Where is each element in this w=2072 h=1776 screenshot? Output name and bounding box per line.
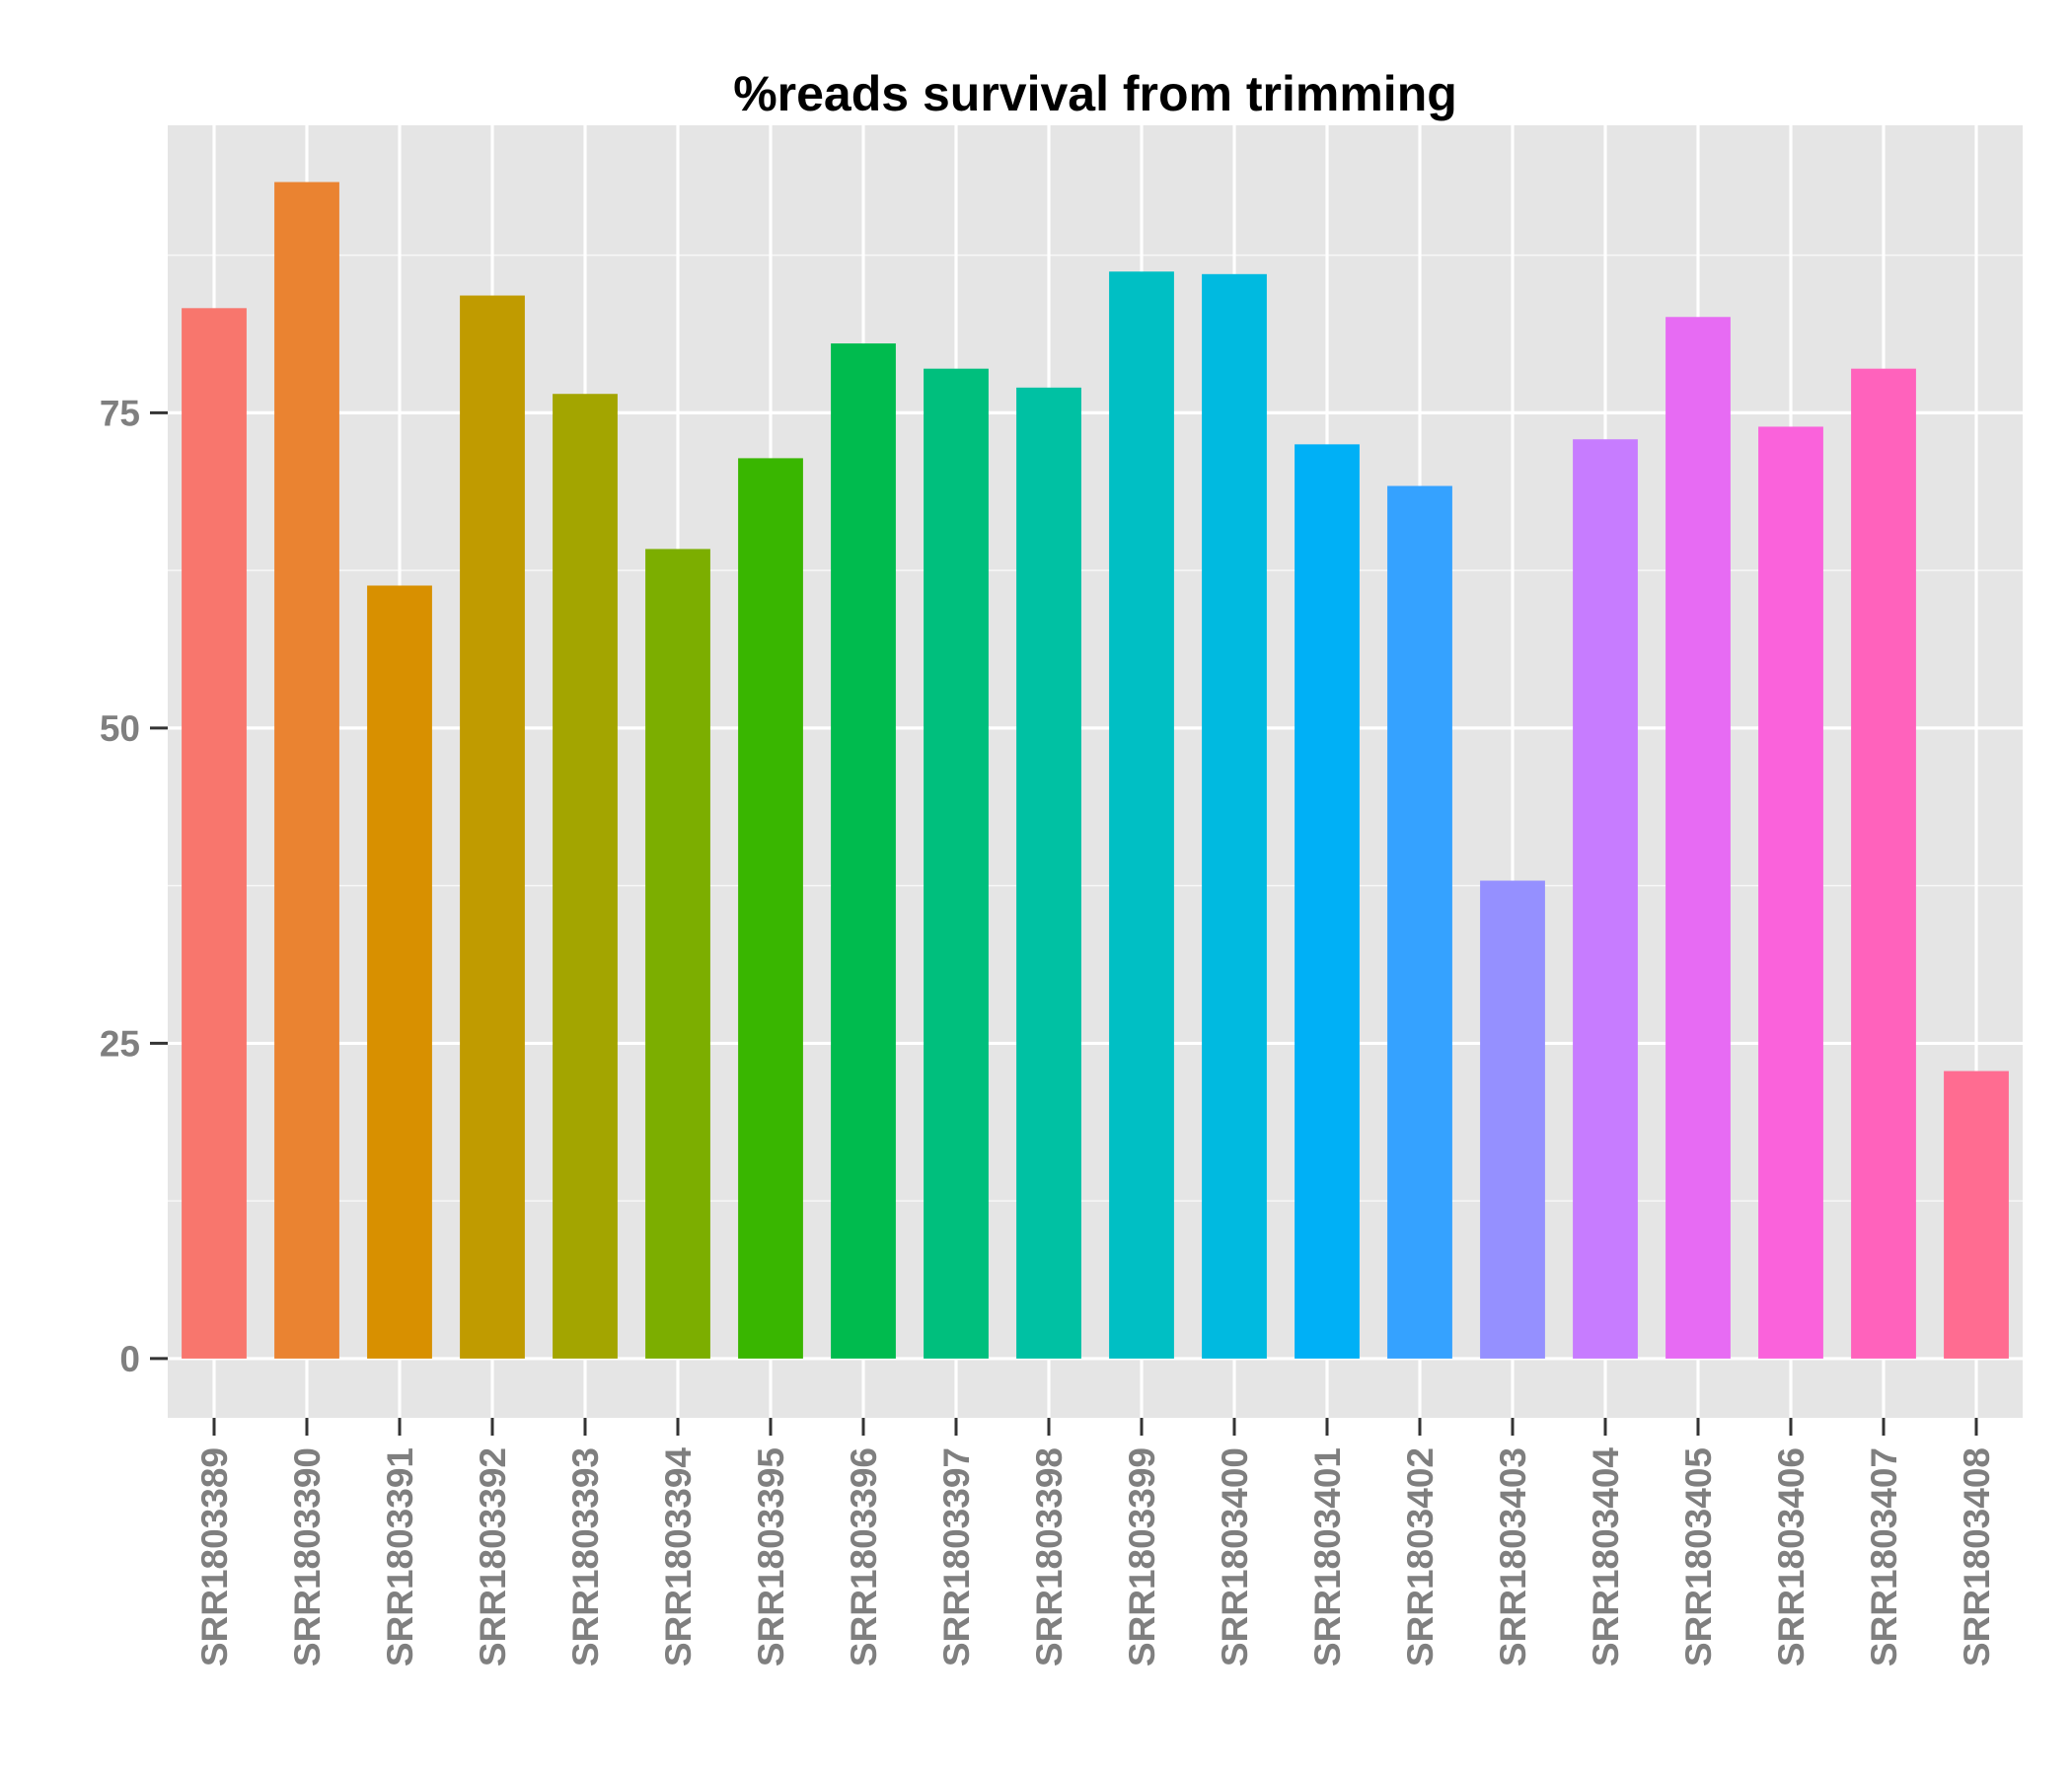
x-tick-label: SRR1803389 [194,1447,235,1666]
x-tick-label: SRR1803391 [380,1447,420,1666]
x-tick-label: SRR1803405 [1678,1447,1719,1666]
bar-SRR1803391 [367,585,432,1359]
bar-SRR1803404 [1573,439,1638,1359]
y-tick-label: 25 [100,1023,140,1064]
bar-SRR1803396 [831,343,896,1359]
bar-SRR1803403 [1480,880,1545,1359]
bar-SRR1803399 [1109,271,1174,1359]
x-tick-label: SRR1803407 [1864,1447,1904,1666]
x-tick-label: SRR1803396 [844,1447,884,1666]
x-tick-label: SRR1803408 [1957,1447,1997,1666]
bar-SRR1803407 [1851,368,1916,1359]
x-tick-label: SRR1803390 [287,1447,328,1666]
bar-SRR1803400 [1202,273,1267,1359]
x-tick-label: SRR1803402 [1400,1447,1441,1666]
x-tick-label: SRR1803395 [751,1447,791,1666]
x-tick-label: SRR1803393 [565,1447,606,1666]
x-tick-label: SRR1803392 [473,1447,513,1666]
bar-SRR1803392 [460,295,525,1359]
plot-panel [168,125,2023,1418]
bars [182,182,2009,1359]
x-tick-label: SRR1803400 [1215,1447,1255,1666]
y-tick-label: 75 [100,393,140,433]
bar-SRR1803394 [645,549,710,1359]
y-axis: 0 25 50 75 [100,393,168,1379]
x-tick-label: SRR1803394 [658,1447,699,1667]
bar-SRR1803408 [1944,1071,2009,1359]
y-tick-label: 50 [100,708,140,749]
x-tick-label: SRR1803398 [1029,1447,1070,1666]
bar-SRR1803390 [274,182,339,1359]
bar-SRR1803397 [924,368,989,1359]
bar-SRR1803389 [182,308,247,1359]
bar-SRR1803401 [1295,444,1360,1359]
x-axis: SRR1803389 SRR1803390 SRR1803391 SRR1803392… [194,1418,1997,1666]
x-tick-label: SRR1803399 [1122,1447,1162,1666]
bar-SRR1803398 [1016,387,1081,1359]
x-tick-label: SRR1803397 [936,1447,977,1666]
x-tick-label: SRR1803406 [1771,1447,1812,1666]
chart-title: %reads survival from trimming [733,66,1457,121]
y-tick-label: 0 [119,1339,140,1379]
bar-SRR1803402 [1387,485,1452,1359]
bar-SRR1803406 [1758,426,1823,1359]
bar-SRR1803393 [553,394,618,1359]
bar-SRR1803395 [738,458,803,1359]
x-tick-label: SRR1803401 [1307,1447,1348,1666]
x-tick-label: SRR1803404 [1586,1447,1626,1667]
x-tick-label: SRR1803403 [1493,1447,1533,1666]
bar-SRR1803405 [1665,317,1731,1359]
